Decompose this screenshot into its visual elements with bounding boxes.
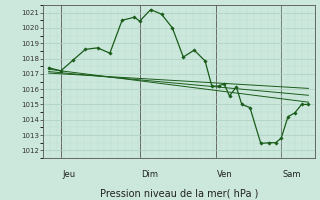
Text: Pression niveau de la mer( hPa ): Pression niveau de la mer( hPa ) xyxy=(100,189,258,199)
Text: Jeu: Jeu xyxy=(62,170,76,179)
Text: Sam: Sam xyxy=(283,170,301,179)
Text: Ven: Ven xyxy=(217,170,233,179)
Text: Dim: Dim xyxy=(141,170,158,179)
